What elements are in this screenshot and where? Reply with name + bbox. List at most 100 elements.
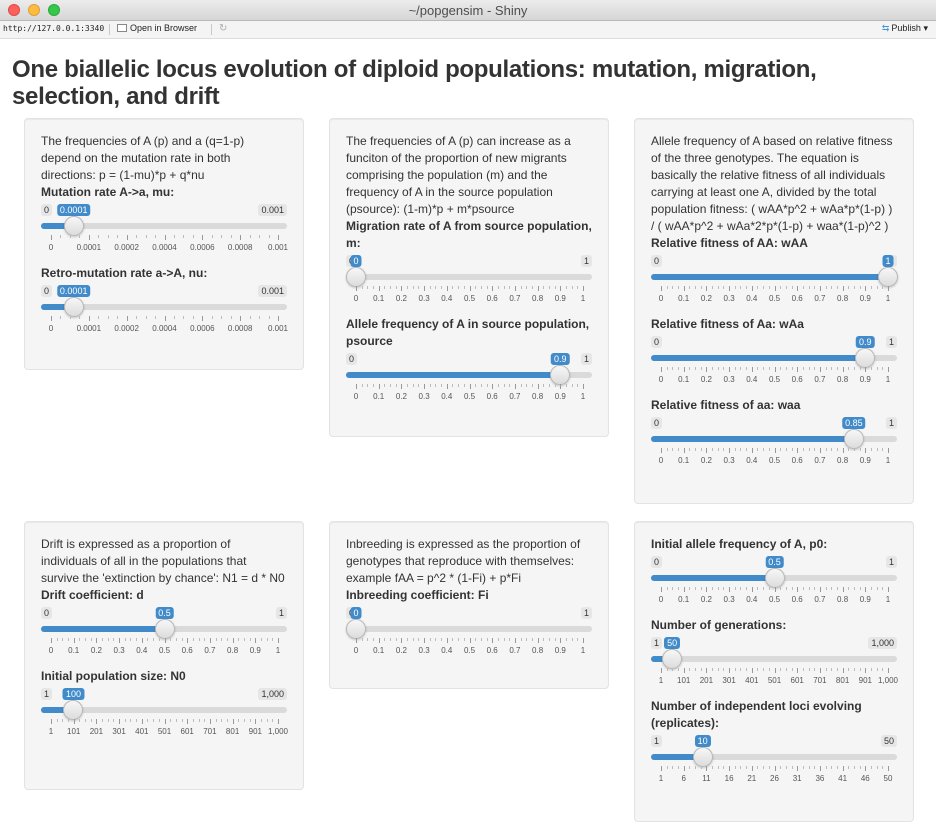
slider-tick bbox=[819, 587, 821, 592]
slider-grid-label: 0.2 bbox=[395, 294, 407, 303]
slider-grid-label: 901 bbox=[248, 727, 262, 736]
slider-track[interactable] bbox=[41, 223, 287, 229]
zoom-window-button[interactable] bbox=[48, 4, 60, 16]
slider-tick bbox=[202, 235, 204, 240]
slider-tick bbox=[469, 638, 471, 643]
slider-tick bbox=[774, 766, 776, 771]
open-in-browser-button[interactable]: Open in Browser bbox=[117, 23, 197, 33]
range-slider[interactable]: 1 50 10 1 6 11 16 21 26 31 36 41 46 50 bbox=[651, 734, 897, 783]
slider-tick bbox=[672, 286, 674, 289]
slider-tick bbox=[96, 638, 98, 643]
range-slider[interactable]: 0 1 0.9 0 0.1 0.2 0.3 0.4 0.5 0.6 0.7 0.8 0.9 1 bbox=[651, 335, 897, 384]
slider-tick bbox=[791, 766, 793, 769]
slider-handle[interactable] bbox=[855, 348, 876, 368]
slider-handle[interactable] bbox=[63, 297, 84, 317]
slider-grid-label: 0.0004 bbox=[152, 324, 177, 333]
range-slider[interactable]: 01000.10.20.30.40.50.60.70.80.91 bbox=[346, 254, 592, 303]
slider-handle[interactable] bbox=[346, 267, 366, 287]
minimize-window-button[interactable] bbox=[28, 4, 40, 16]
slider-tick bbox=[683, 587, 685, 592]
slider-tick bbox=[785, 587, 787, 590]
slider-tick bbox=[175, 719, 177, 722]
slider-handle[interactable] bbox=[692, 747, 713, 767]
slider-tick bbox=[819, 367, 821, 372]
range-slider[interactable]: 0 1 0.9 0 0.1 0.2 0.3 0.4 0.5 0.6 0.7 0.8 0.9 1 bbox=[346, 352, 592, 401]
slider-tick bbox=[700, 448, 702, 451]
range-slider[interactable]: 0 0.001 0.0001 0 0.0001 0.0002 0.0004 0.0006 0.0… bbox=[41, 203, 288, 252]
range-slider[interactable]: 0 1 0.5 0 0.1 0.2 0.3 0.4 0.5 0.6 0.7 0.8 0.9 1 bbox=[41, 606, 287, 655]
slider-tick bbox=[452, 286, 454, 289]
slider-tick bbox=[107, 638, 109, 641]
slider-tick bbox=[238, 719, 240, 722]
slider-tick bbox=[373, 286, 375, 289]
slider-tick bbox=[797, 668, 799, 673]
slider-tick bbox=[870, 448, 872, 451]
slider-track[interactable] bbox=[41, 304, 287, 310]
slider-handle[interactable] bbox=[764, 568, 785, 588]
slider-fill bbox=[651, 656, 673, 662]
slider-tick bbox=[723, 367, 725, 370]
slider-tick bbox=[173, 316, 175, 319]
slider-grid-label: 31 bbox=[792, 774, 802, 783]
slider-tick bbox=[198, 638, 200, 641]
slider-tick bbox=[689, 286, 691, 289]
slider-max-label: 1 bbox=[885, 336, 897, 348]
range-slider[interactable]: 01000.10.20.30.40.50.60.70.80.91 bbox=[346, 606, 592, 655]
slider-grid-label: 0.8 bbox=[532, 294, 544, 303]
slider-tick bbox=[757, 766, 759, 769]
slider-handle[interactable] bbox=[63, 216, 84, 236]
slider-tick bbox=[571, 638, 573, 641]
slider-tick bbox=[526, 384, 528, 387]
slider-grid-label: 0.0008 bbox=[227, 324, 253, 333]
slider-ticks bbox=[41, 316, 287, 322]
slider-tick bbox=[751, 448, 753, 453]
slider-tick bbox=[107, 235, 109, 238]
slider-tick bbox=[204, 719, 206, 722]
slider-grid-label: 101 bbox=[67, 727, 81, 736]
slider-handle[interactable] bbox=[843, 429, 864, 449]
close-window-button[interactable] bbox=[8, 4, 20, 16]
slider-tick bbox=[170, 638, 172, 641]
slider-handle[interactable] bbox=[878, 267, 898, 287]
slider-tick bbox=[729, 766, 731, 771]
url-display[interactable]: http://127.0.0.1:3340 bbox=[3, 24, 105, 33]
slider-tick bbox=[661, 448, 662, 453]
slider-track[interactable] bbox=[346, 626, 592, 632]
slider-tick bbox=[136, 235, 138, 238]
range-slider[interactable]: 1 1,000 50 1 101 201 301 401 501 601 701 801 901 1,00… bbox=[651, 636, 898, 685]
slider-tick bbox=[554, 638, 556, 641]
slider-track[interactable] bbox=[651, 656, 897, 662]
slider-handle[interactable] bbox=[550, 365, 571, 385]
slider-tick bbox=[802, 766, 804, 769]
range-slider[interactable]: 1 1,000 100 1 101 201 301 401 501 601 701 801 901 1,0… bbox=[41, 687, 288, 736]
slider-tick bbox=[865, 367, 867, 372]
slider-track[interactable] bbox=[41, 707, 287, 713]
slider-handle[interactable] bbox=[63, 700, 84, 720]
slider-tick bbox=[763, 766, 765, 769]
range-slider[interactable]: 01100.10.20.30.40.50.60.70.80.91 bbox=[651, 254, 898, 303]
slider-tick bbox=[751, 766, 753, 771]
slider-value-label: 1 bbox=[882, 255, 894, 267]
slider-handle[interactable] bbox=[662, 649, 683, 669]
slider-tick bbox=[509, 384, 511, 387]
slider-tick bbox=[62, 719, 64, 722]
slider-handle[interactable] bbox=[154, 619, 175, 639]
slider-tick bbox=[717, 367, 719, 370]
slider-tick bbox=[774, 367, 776, 372]
slider-tick bbox=[56, 638, 58, 641]
slider-grid-labels: 0 0.1 0.2 0.3 0.4 0.5 0.6 0.7 0.8 0.9 1 bbox=[651, 595, 897, 605]
range-slider[interactable]: 0 1 0.85 0 0.1 0.2 0.3 0.4 0.5 0.6 0.7 0.8 0.9 1 bbox=[651, 416, 897, 465]
slider-grid-label: 0.5 bbox=[768, 294, 781, 303]
range-slider[interactable]: 0 1 0.5 0 0.1 0.2 0.3 0.4 0.5 0.6 0.7 0.8 0.9 1 bbox=[651, 555, 897, 604]
slider-handle[interactable] bbox=[346, 619, 366, 639]
slider-tick bbox=[69, 235, 71, 238]
refresh-icon[interactable]: ↻ bbox=[219, 23, 228, 34]
slider-tick bbox=[678, 587, 680, 590]
slider-tick bbox=[888, 367, 889, 372]
slider-max-label: 1 bbox=[885, 417, 897, 429]
slider-tick bbox=[260, 638, 262, 641]
slider-track[interactable] bbox=[346, 274, 592, 280]
publish-button[interactable]: ⇆ Publish ▾ bbox=[882, 23, 928, 34]
slider-track[interactable] bbox=[651, 754, 897, 760]
range-slider[interactable]: 0 0.001 0.0001 0 0.0001 0.0002 0.0004 0.0006 0.0… bbox=[41, 284, 288, 333]
